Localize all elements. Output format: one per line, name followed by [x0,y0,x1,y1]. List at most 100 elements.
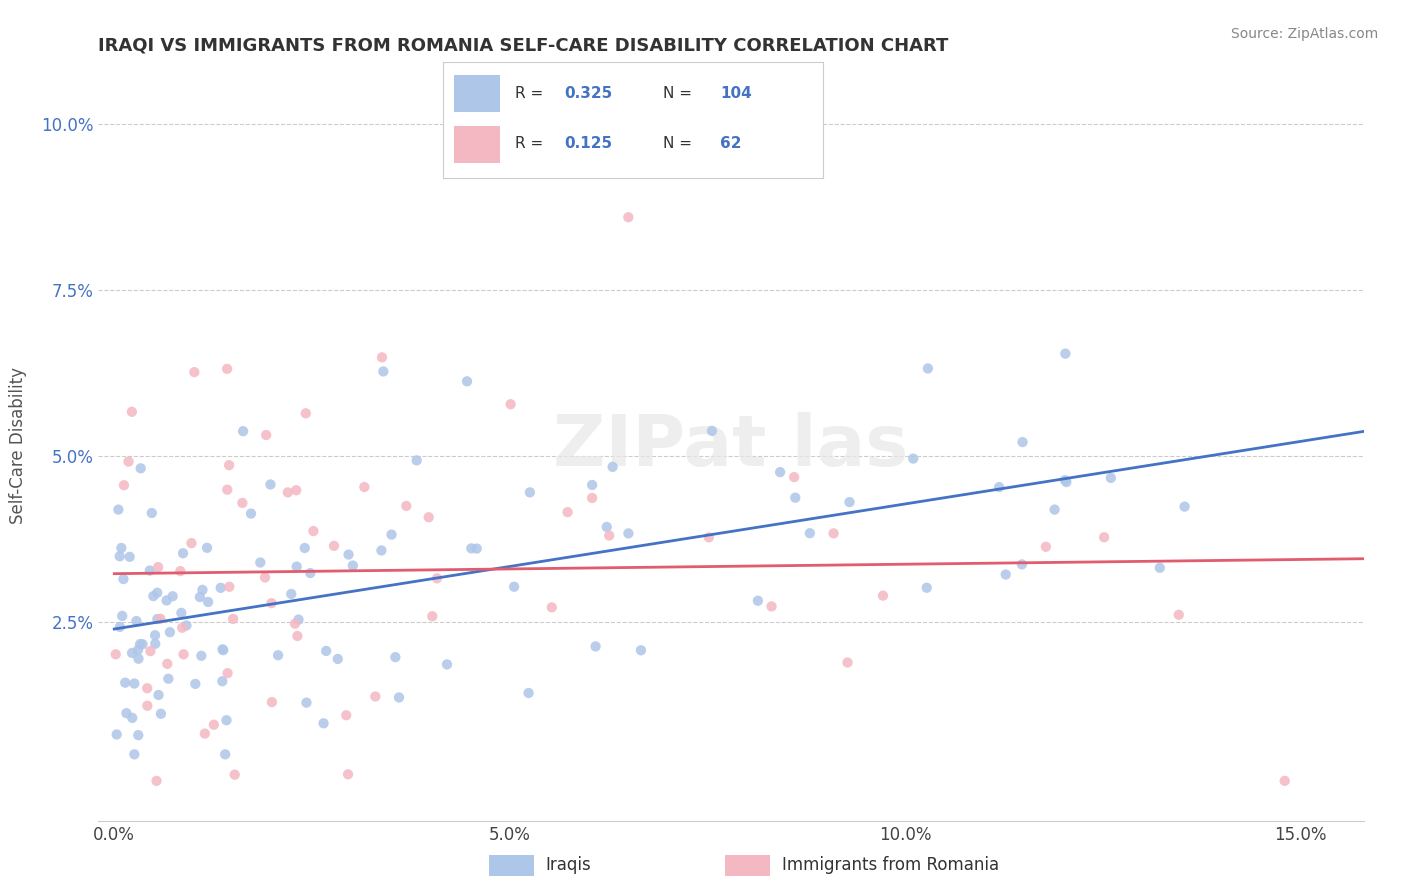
Text: Immigrants from Romania: Immigrants from Romania [782,856,998,874]
Text: R =: R = [515,87,548,102]
Point [107,502,129,516]
Point [1149,561,1171,575]
Point [260,596,283,610]
Point [211,674,233,689]
Point [222,612,245,626]
Point [1174,500,1197,514]
Point [127,643,149,657]
Point [294,541,316,555]
Point [127,651,149,665]
Point [1035,540,1057,554]
Point [143,637,166,651]
Point [156,657,179,671]
Point [194,726,217,740]
Point [240,507,263,521]
Point [436,657,458,672]
Point [215,713,238,727]
Point [371,351,394,365]
Point [149,706,172,721]
Point [114,675,136,690]
Text: 0.325: 0.325 [564,87,613,102]
Point [145,773,167,788]
Point [823,526,845,541]
Point [115,706,138,721]
Point [214,747,236,762]
Text: 104: 104 [720,87,752,102]
Point [799,526,821,541]
Point [1167,607,1189,622]
Point [121,405,143,419]
Point [280,587,302,601]
Point [253,570,276,584]
Point [125,614,148,628]
Point [1054,346,1077,360]
Point [1011,435,1033,450]
Point [218,458,240,472]
Point [217,666,239,681]
Point [838,495,860,509]
Point [426,571,449,585]
Point [785,491,807,505]
Point [617,526,640,541]
Point [195,541,218,555]
Point [142,589,165,603]
Point [456,375,478,389]
Point [117,454,139,468]
Point [111,608,134,623]
Point [1054,475,1077,489]
Text: 62: 62 [720,136,741,151]
Point [342,558,364,573]
Point [159,625,181,640]
Text: 0.125: 0.125 [564,136,613,151]
Point [373,364,395,378]
Point [104,648,127,662]
Point [183,365,205,379]
Point [136,681,159,696]
Point [769,465,792,479]
Point [190,648,212,663]
Point [148,688,170,702]
Point [380,527,402,541]
Point [581,478,603,492]
Point [1043,502,1066,516]
Point [312,716,335,731]
Text: N =: N = [664,87,697,102]
Point [335,708,357,723]
Point [287,629,309,643]
Point [127,728,149,742]
Point [602,459,624,474]
Point [337,548,360,562]
Point [146,560,169,574]
Point [172,546,194,560]
Point [285,559,308,574]
Point [139,644,162,658]
Point [155,593,177,607]
Point [323,539,346,553]
Point [540,600,562,615]
Point [915,581,938,595]
Point [364,690,387,704]
Point [129,637,152,651]
Point [295,696,318,710]
Point [176,618,198,632]
Point [337,767,360,781]
Point [761,599,783,614]
Point [254,428,277,442]
Point [105,727,128,741]
Point [139,564,162,578]
Point [211,642,233,657]
Point [232,424,254,438]
Point [173,648,195,662]
Point [1011,558,1033,572]
Point [903,451,925,466]
Point [294,406,316,420]
Point [267,648,290,663]
Point [143,628,166,642]
Point [146,612,169,626]
Y-axis label: Self-Care Disability: Self-Care Disability [10,368,27,524]
Text: IRAQI VS IMMIGRANTS FROM ROMANIA SELF-CARE DISABILITY CORRELATION CHART: IRAQI VS IMMIGRANTS FROM ROMANIA SELF-CA… [98,37,949,54]
Point [149,612,172,626]
Point [503,580,526,594]
Point [136,698,159,713]
Point [557,505,579,519]
